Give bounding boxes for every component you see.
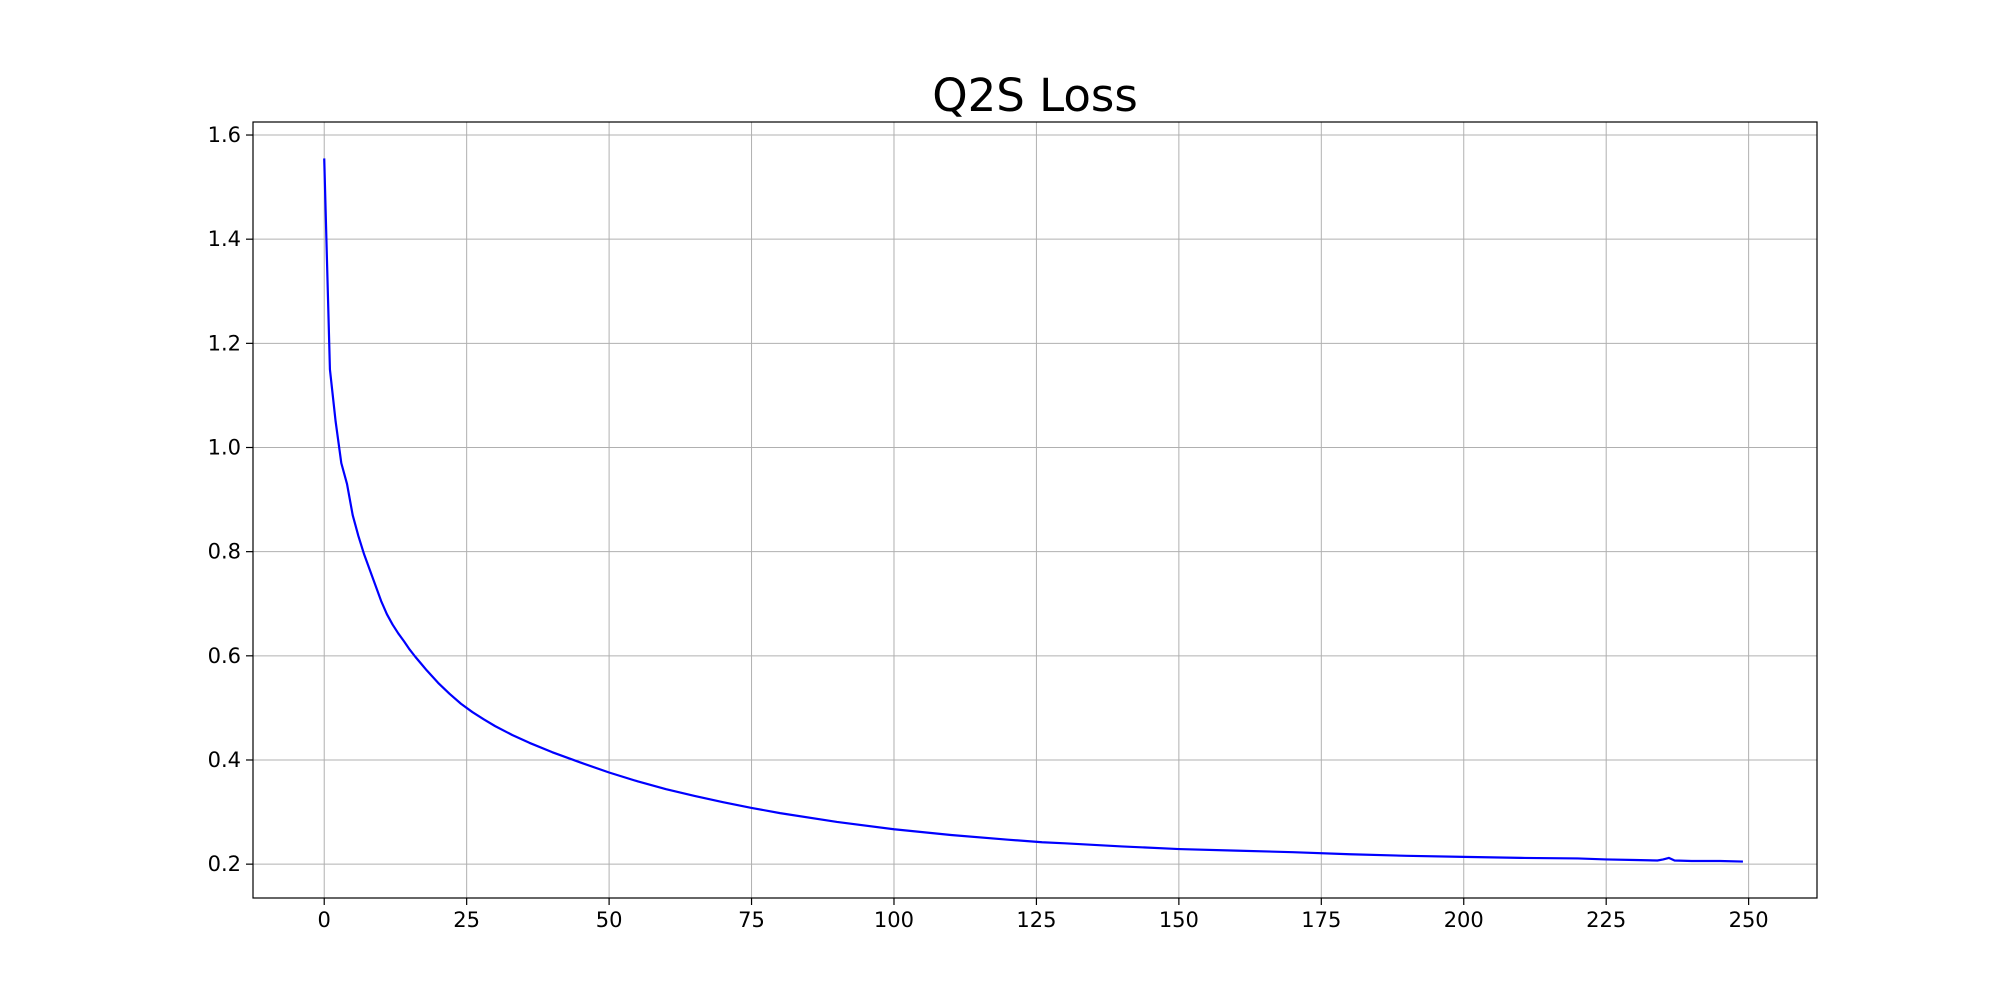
y-tick-label: 1.2 (208, 331, 241, 355)
y-tick-label: 0.8 (208, 540, 241, 564)
x-tick-label: 50 (596, 908, 623, 932)
y-tick-label: 1.6 (208, 123, 241, 147)
plot-frame (252, 121, 1818, 899)
chart-title: Q2S Loss (932, 69, 1138, 122)
y-tick-label: 0.4 (208, 748, 241, 772)
series-layer (323, 158, 1743, 863)
x-tick-label: 250 (1729, 908, 1769, 932)
grid (253, 122, 1817, 898)
y-tick-label: 0.2 (208, 852, 241, 876)
x-tick-label: 75 (738, 908, 765, 932)
x-tick-label: 175 (1301, 908, 1341, 932)
axes-ticks: 0 25 50 75 100 125 150 175 200 225 250 0.2 0.4 0.6 0.8… (208, 123, 1769, 932)
x-tick-label: 100 (874, 908, 914, 932)
x-tick-label: 150 (1159, 908, 1199, 932)
y-tick-label: 1.0 (208, 436, 241, 460)
x-tick-label: 25 (453, 908, 480, 932)
x-tick-label: 225 (1586, 908, 1626, 932)
y-tick-label: 0.6 (208, 644, 241, 668)
y-tick-label: 1.4 (208, 227, 241, 251)
x-tick-label: 200 (1444, 908, 1484, 932)
x-tick-label: 125 (1016, 908, 1056, 932)
x-tick-label: 0 (318, 908, 331, 932)
series-line (323, 158, 1743, 863)
